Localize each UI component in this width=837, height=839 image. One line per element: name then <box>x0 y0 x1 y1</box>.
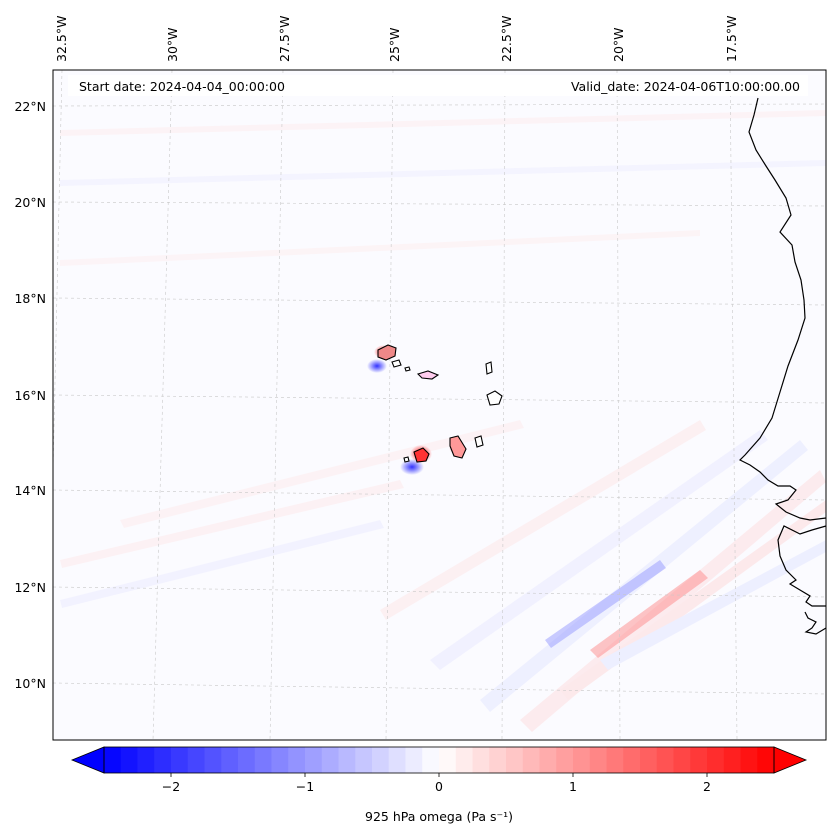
colorbar-segment <box>506 747 524 773</box>
lon-label-25w: 25°W <box>387 27 402 62</box>
start-date-label: Start date: 2024-04-04_00:00:00 <box>79 79 285 94</box>
colorbar-segment <box>539 747 557 773</box>
colorbar-extend-max <box>773 746 808 774</box>
island-santa-luzia <box>404 366 411 372</box>
lon-label-22-5w: 22.5°W <box>499 16 514 62</box>
colorbar-segment <box>338 747 356 773</box>
colorbar-tick-label: 2 <box>703 779 711 794</box>
colorbar-segment <box>204 747 222 773</box>
cape-verde-islands <box>377 344 503 463</box>
longitude-labels: 32.5°W 30°W 27.5°W 25°W 22.5°W 20°W 17.5… <box>54 16 739 62</box>
colorbar-segment <box>221 747 239 773</box>
omega-field <box>60 110 826 732</box>
colorbar-segment <box>154 747 172 773</box>
colorbar-segment <box>556 747 574 773</box>
lat-label-10n: 10°N <box>14 676 46 691</box>
colorbar-extend-min <box>70 746 105 774</box>
colorbar-segment <box>388 747 406 773</box>
lon-label-30w: 30°W <box>165 27 180 62</box>
colorbar-segment <box>589 747 607 773</box>
colorbar-segment <box>455 747 473 773</box>
lon-label-20w: 20°W <box>611 27 626 62</box>
colorbar-segment <box>673 747 691 773</box>
colorbar-segment <box>472 747 490 773</box>
island-sal <box>485 361 493 375</box>
colorbar-segment <box>606 747 624 773</box>
colorbar-segment <box>187 747 205 773</box>
colorbar-segment <box>640 747 658 773</box>
colorbar-segment <box>137 747 155 773</box>
colorbar-segment <box>238 747 256 773</box>
lon-label-32-5w: 32.5°W <box>54 16 69 62</box>
colorbar-segment <box>254 747 272 773</box>
lon-label-17-5w: 17.5°W <box>724 16 739 62</box>
lat-label-20n: 20°N <box>14 195 46 210</box>
colorbar-segment <box>288 747 306 773</box>
lat-label-22n: 22°N <box>14 99 46 114</box>
lat-label-18n: 18°N <box>14 291 46 306</box>
colorbar-segment <box>573 747 591 773</box>
colorbar-tick-label: −1 <box>296 779 314 794</box>
island-sao-vicente <box>391 359 402 368</box>
island-sao-nicolau <box>416 370 440 380</box>
colorbar-segment <box>271 747 289 773</box>
island-boa-vista <box>486 390 503 406</box>
colorbar-segment <box>120 747 138 773</box>
colorbar-segment <box>305 747 323 773</box>
colorbar-tick-label: −2 <box>162 779 180 794</box>
wave-bands <box>60 110 826 732</box>
latitude-labels: 22°N 20°N 18°N 16°N 14°N 12°N 10°N <box>14 99 46 691</box>
colorbar-segment <box>321 747 339 773</box>
map-background <box>53 70 826 740</box>
colorbar-segment <box>372 747 390 773</box>
colorbar-segment <box>656 747 674 773</box>
lat-label-12n: 12°N <box>14 580 46 595</box>
island-santiago <box>449 435 467 459</box>
colorbar-segment <box>723 747 741 773</box>
island-maio <box>474 435 484 448</box>
colorbar-segment <box>623 747 641 773</box>
colorbar-tick-label: 0 <box>435 779 443 794</box>
colorbar-segment <box>355 747 373 773</box>
colorbar-tick-label: 1 <box>569 779 577 794</box>
island-santo-antao <box>377 344 397 361</box>
colorbar-ticks: −2 −1 0 1 2 <box>162 773 711 794</box>
colorbar-segment <box>707 747 725 773</box>
lon-label-27-5w: 27.5°W <box>277 16 292 62</box>
colorbar: −2 −1 0 1 2 925 hPa omega (Pa s⁻¹) <box>70 746 808 824</box>
african-coastline <box>738 97 827 635</box>
colorbar-segment <box>422 747 440 773</box>
colorbar-segment <box>522 747 540 773</box>
colorbar-segment <box>171 747 189 773</box>
island-fogo <box>413 447 430 463</box>
colorbar-label: 925 hPa omega (Pa s⁻¹) <box>365 809 513 824</box>
colorbar-segment <box>405 747 423 773</box>
colorbar-segments <box>104 747 775 773</box>
colorbar-segment <box>690 747 708 773</box>
colorbar-segment <box>740 747 758 773</box>
island-brava <box>403 456 410 463</box>
map-frame <box>52 69 827 741</box>
annotation-background <box>68 75 808 96</box>
colorbar-segment <box>489 747 507 773</box>
lat-label-16n: 16°N <box>14 388 46 403</box>
lat-label-14n: 14°N <box>14 483 46 498</box>
colorbar-segment <box>439 747 457 773</box>
valid-date-label: Valid_date: 2024-04-06T10:00:00.00 <box>571 79 800 94</box>
colorbar-segment <box>104 747 122 773</box>
colorbar-segment <box>757 747 775 773</box>
gridlines <box>53 70 826 740</box>
map-panel: Start date: 2024-04-04_00:00:00 Valid_da… <box>52 69 827 741</box>
